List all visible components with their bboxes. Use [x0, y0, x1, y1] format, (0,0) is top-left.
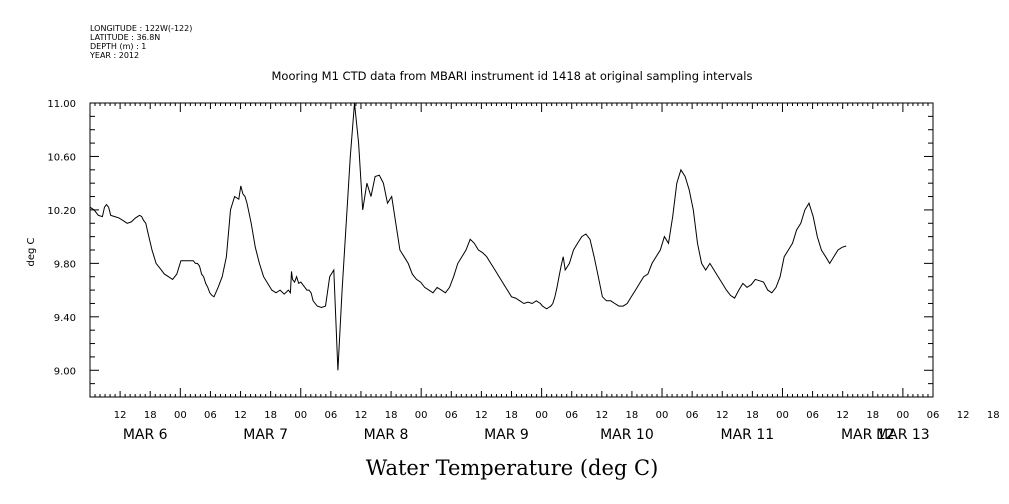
y-tick-labels: 11.00 10.60 10.20 9.80 9.40 9.00 — [47, 99, 76, 377]
x-hour-label: 12 — [475, 410, 488, 421]
x-hour-label: 06 — [324, 410, 337, 421]
x-day-label: MAR 6 — [123, 427, 168, 443]
x-hour-label: 12 — [114, 410, 127, 421]
y-axis-label: deg C — [26, 237, 37, 266]
depth-label: DEPTH (m) : 1 — [90, 42, 146, 51]
x-hour-label: 00 — [776, 410, 789, 421]
temperature-series-line — [89, 102, 847, 371]
x-hour-label: 12 — [957, 410, 970, 421]
y-tick-label: 10.20 — [47, 206, 76, 217]
x-hour-label: 12 — [595, 410, 608, 421]
x-hour-label: 00 — [415, 410, 428, 421]
x-hour-label: 06 — [806, 410, 819, 421]
x-hour-label: 18 — [505, 410, 518, 421]
x-hour-label: 12 — [355, 410, 368, 421]
x-hour-label: 06 — [927, 410, 940, 421]
x-day-label: MAR 8 — [364, 427, 409, 443]
latitude-label: LATITUDE : 36.8N — [90, 33, 160, 42]
x-hour-label: 00 — [174, 410, 187, 421]
x-hour-label: 00 — [897, 410, 910, 421]
y-tick-label: 11.00 — [47, 99, 76, 110]
year-label: YEAR : 2012 — [89, 51, 139, 60]
plot-frame — [89, 102, 934, 398]
x-hour-label: 06 — [445, 410, 458, 421]
y-tick-label: 9.80 — [54, 259, 76, 270]
x-day-label: MAR 12 — [841, 427, 895, 443]
x-axis-title: Water Temperature (deg C) — [366, 456, 659, 480]
x-hour-label: 18 — [987, 410, 1000, 421]
x-hour-label: 06 — [204, 410, 217, 421]
x-day-label: MAR 7 — [243, 427, 288, 443]
x-hour-label: 18 — [746, 410, 759, 421]
x-hour-label: 18 — [626, 410, 639, 421]
chart-title: Mooring M1 CTD data from MBARI instrumen… — [272, 69, 753, 83]
x-hour-label: 00 — [535, 410, 548, 421]
x-day-label: MAR 13 — [876, 427, 930, 443]
x-hour-label: 00 — [656, 410, 669, 421]
x-tick-labels: 12 18 00 06 12 18 00 06 12 18 00 06 12 18 00 06 12 18 00 06… — [114, 410, 1000, 443]
x-hour-label: 18 — [385, 410, 398, 421]
x-hour-label: 06 — [565, 410, 578, 421]
y-tick-label: 10.60 — [47, 152, 76, 163]
x-hour-label: 18 — [264, 410, 277, 421]
axis-ticks — [89, 102, 934, 398]
longitude-label: LONGITUDE : 122W(-122) — [90, 24, 192, 33]
x-day-label: MAR 9 — [484, 427, 529, 443]
y-tick-label: 9.40 — [54, 313, 76, 324]
x-day-label: MAR 11 — [721, 427, 775, 443]
x-hour-label: 12 — [234, 410, 247, 421]
x-hour-label: 06 — [686, 410, 699, 421]
x-hour-label: 12 — [836, 410, 849, 421]
x-hour-label: 18 — [144, 410, 157, 421]
x-day-label: MAR 10 — [600, 427, 654, 443]
x-hour-label: 18 — [866, 410, 879, 421]
x-hour-label: 00 — [294, 410, 307, 421]
x-hour-label: 12 — [716, 410, 729, 421]
y-tick-label: 9.00 — [54, 366, 76, 377]
